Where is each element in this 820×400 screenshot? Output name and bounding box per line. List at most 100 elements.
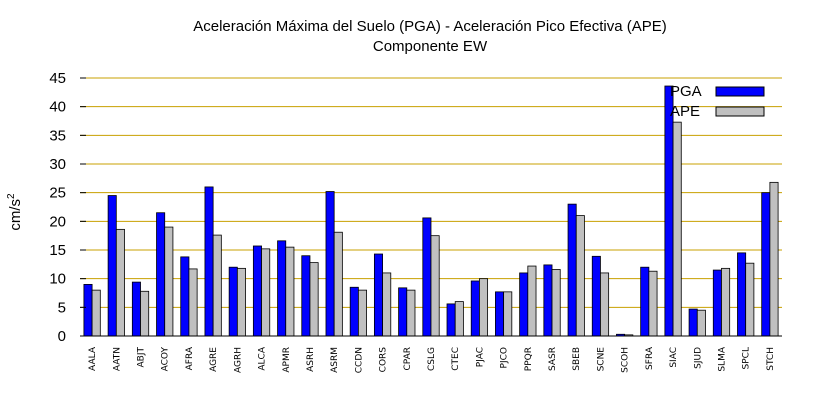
bar-ape-pjco xyxy=(503,291,513,337)
bar-pga-cors xyxy=(373,253,383,337)
bar-ape-ctec xyxy=(454,301,464,337)
chart-title: Aceleración Máxima del Suelo (PGA) - Ace… xyxy=(193,18,667,35)
bar-pga-sasr xyxy=(543,264,553,337)
legend-swatch-ape xyxy=(715,106,765,117)
x-tick-label: AATN xyxy=(112,347,122,371)
x-tick-label: SLMA xyxy=(717,346,727,371)
bar-pga-aala xyxy=(83,283,93,337)
x-tick-label: SIAC xyxy=(669,347,679,368)
bar-ape-stch xyxy=(769,181,779,337)
bar-pga-slma xyxy=(712,269,722,337)
x-tick-label: SFRA xyxy=(645,346,655,370)
x-tick-label: ACOY xyxy=(161,347,171,372)
x-tick-label: ABJT xyxy=(137,346,147,367)
bar-pga-asrm xyxy=(325,191,335,337)
legend-swatch-pga xyxy=(715,86,765,97)
bar-ape-cpar xyxy=(406,289,416,337)
y-tick-label: 20 xyxy=(49,213,66,230)
bar-ape-scne xyxy=(600,272,610,337)
bar-pga-pjco xyxy=(495,291,505,337)
bar-ape-ccdn xyxy=(357,289,367,337)
x-tick-label: ASRH xyxy=(306,347,316,372)
bar-pga-scne xyxy=(591,255,601,337)
bar-pga-alca xyxy=(252,245,262,337)
x-tick-label: CORS xyxy=(379,347,389,373)
x-tick-label: SPCL xyxy=(742,347,752,369)
x-tick-label: CCDN xyxy=(354,347,364,373)
bar-pga-cslg xyxy=(422,217,432,337)
bar-ape-aatn xyxy=(115,228,125,337)
x-tick-label: APMR xyxy=(282,347,292,373)
bar-pga-acoy xyxy=(156,212,166,337)
y-tick-label: 35 xyxy=(49,127,66,144)
y-tick-label: 45 xyxy=(49,70,66,87)
bar-ape-slma xyxy=(721,267,731,337)
legend-label-pga: PGA xyxy=(670,83,702,100)
x-tick-label: PJCO xyxy=(500,347,510,368)
x-tick-label: PPQR xyxy=(524,347,534,371)
bar-pga-sfra xyxy=(640,266,650,337)
x-tick-label: AGRE xyxy=(209,347,219,372)
x-tick-label: SJUD xyxy=(693,347,703,369)
x-tick-label: CPAR xyxy=(403,347,413,371)
bars xyxy=(83,85,779,337)
bar-pga-afra xyxy=(180,256,190,337)
bar-ape-sbeb xyxy=(575,215,585,337)
bar-pga-ctec xyxy=(446,303,456,337)
bar-pga-sbeb xyxy=(567,203,577,337)
bar-ape-pjac xyxy=(479,278,489,337)
bar-ape-abjt xyxy=(140,290,150,337)
bar-pga-siac xyxy=(664,85,674,337)
bar-pga-agre xyxy=(204,186,214,337)
legend-label-ape: APE xyxy=(670,103,700,120)
bar-pga-spcl xyxy=(737,252,747,337)
bar-ape-cors xyxy=(382,272,392,337)
bar-ape-alca xyxy=(261,248,271,337)
bar-ape-sasr xyxy=(551,269,561,337)
y-tick-label: 15 xyxy=(49,242,66,259)
x-tick-label: ALCA xyxy=(258,346,268,370)
bar-ape-agre xyxy=(212,234,222,337)
bar-ape-asrh xyxy=(309,262,319,337)
x-tick-label: SCOH xyxy=(621,347,631,373)
bar-ape-sfra xyxy=(648,270,658,337)
x-tick-label: CTEC xyxy=(451,347,461,371)
x-tick-label: ASRM xyxy=(330,347,340,373)
bar-ape-acoy xyxy=(164,226,174,337)
x-tick-label: AFRA xyxy=(185,346,195,370)
y-tick-label: 25 xyxy=(49,185,66,202)
x-tick-label: STCH xyxy=(766,347,776,371)
x-tick-label: AGRH xyxy=(233,347,243,373)
bar-ape-afra xyxy=(188,268,198,337)
y-tick-label: 30 xyxy=(49,156,66,173)
y-tick-label: 40 xyxy=(49,99,66,116)
x-tick-label: CSLG xyxy=(427,347,437,371)
bar-ape-siac xyxy=(672,121,682,337)
x-ticks: AALA AATN ABJT ACOY AFRA AGRE AGRH ALCA APMR ASRH… xyxy=(88,346,776,373)
bar-pga-ppqr xyxy=(519,272,529,337)
bar-pga-ccdn xyxy=(349,286,359,337)
bar-ape-asrm xyxy=(333,231,343,337)
y-axis-label: cm/s2 xyxy=(6,193,24,231)
bar-ape-sjud xyxy=(696,309,706,337)
x-tick-label: SASR xyxy=(548,347,558,371)
bar-pga-asrh xyxy=(301,255,311,337)
x-tick-label: PJAC xyxy=(475,347,485,367)
bar-ape-spcl xyxy=(745,262,755,337)
bar-pga-aatn xyxy=(107,195,117,337)
bar-pga-stch xyxy=(761,192,771,337)
chart-subtitle: Componente EW xyxy=(373,38,488,55)
bar-ape-aala xyxy=(91,289,101,337)
bar-pga-cpar xyxy=(398,287,408,337)
bar-pga-sjud xyxy=(688,308,698,337)
bar-ape-cslg xyxy=(430,235,440,337)
bar-pga-abjt xyxy=(131,281,141,337)
bar-pga-apmr xyxy=(277,240,287,337)
bar-pga-agrh xyxy=(228,266,238,337)
y-ticks: 0 5 10 15 20 25 30 35 40 45 xyxy=(49,70,86,345)
bar-ape-ppqr xyxy=(527,265,537,337)
x-tick-label: AALA xyxy=(88,346,98,371)
bar-ape-apmr xyxy=(285,246,295,337)
y-tick-label: 0 xyxy=(58,328,66,345)
